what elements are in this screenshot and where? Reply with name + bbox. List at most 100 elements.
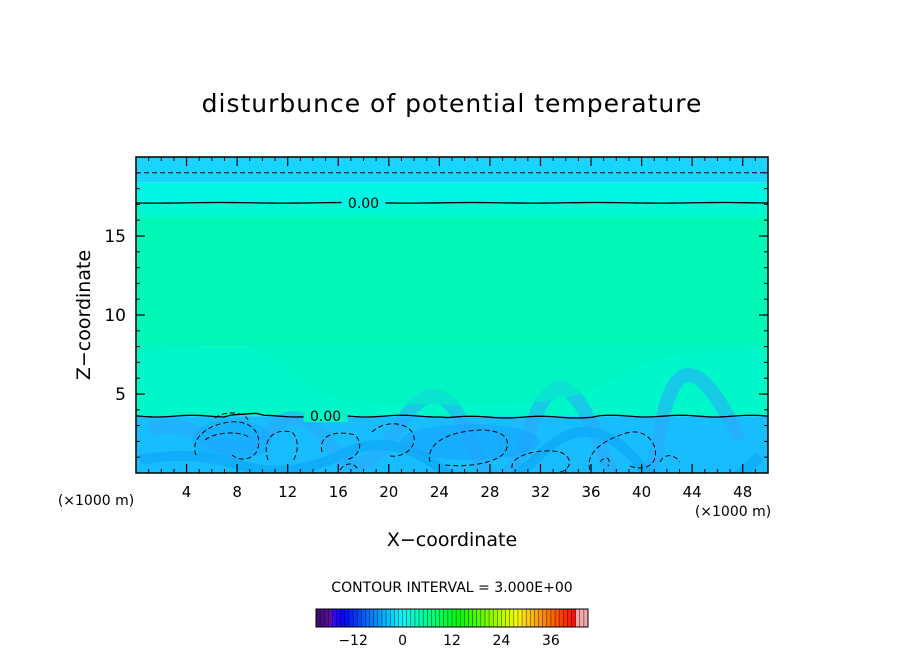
x-tick-label: 28 xyxy=(480,483,499,501)
colorbar-cell xyxy=(476,609,482,627)
x-unit-left: (×1000 m) xyxy=(58,493,134,509)
colorbar-cell xyxy=(550,609,556,627)
colorbar-cell xyxy=(501,609,506,627)
colorbar-cell xyxy=(575,609,581,627)
contour-interval-label: CONTOUR INTERVAL = 3.000E+00 xyxy=(331,580,572,596)
colorbar-cell xyxy=(324,609,329,627)
colorbar-cell xyxy=(530,609,535,627)
colorbar-cell xyxy=(555,609,560,627)
colorbar-cell xyxy=(381,609,387,627)
colorbar-cell xyxy=(563,609,568,627)
colorbar-cell xyxy=(583,609,589,627)
colorbar-cell xyxy=(505,609,510,627)
colorbar-tick-label: −12 xyxy=(338,633,368,649)
x-tick-label: 20 xyxy=(379,483,398,501)
contour-labels: 0.00 0.00 xyxy=(303,194,386,425)
field-band-2 xyxy=(136,217,768,347)
contour-label-bg-0 xyxy=(341,194,386,209)
colorbar-tick-label: 24 xyxy=(493,633,511,649)
colorbar-tick-label: 12 xyxy=(443,633,461,649)
colorbar-cell xyxy=(316,609,321,627)
zero-contour-0 xyxy=(136,412,768,419)
colorbar-cell xyxy=(336,609,342,627)
x-tick-label: 44 xyxy=(683,483,702,501)
colorbar-cell xyxy=(419,609,424,627)
chart-title: disturbunce of potential temperature xyxy=(202,89,703,118)
colorbar-frame xyxy=(315,608,589,628)
colorbar-cell xyxy=(489,609,494,627)
colorbar-cell xyxy=(538,609,543,627)
colorbar-cell xyxy=(447,609,453,627)
colorbar-cell xyxy=(493,609,498,627)
colorbar-cell xyxy=(517,609,523,627)
colorbar-cell xyxy=(526,609,531,627)
y-tick-label: 5 xyxy=(115,385,126,405)
colorbar-cell xyxy=(361,609,366,627)
x-tick-label: 12 xyxy=(278,483,297,501)
contour-label-bg-1 xyxy=(303,408,348,423)
zero-contours xyxy=(136,172,768,419)
colorbar-cell xyxy=(390,609,395,627)
colorbar-cell xyxy=(522,609,527,627)
colorbar-cell xyxy=(414,609,420,627)
colorbar-cell xyxy=(460,609,465,627)
colorbar: −12 0 12 24 36 xyxy=(315,608,589,649)
colorbar-cell xyxy=(468,609,473,627)
colorbar-cell xyxy=(410,609,416,627)
y-axis-label: Z−coordinate xyxy=(73,250,95,380)
colorbar-cell xyxy=(340,609,346,627)
colorbar-cell xyxy=(369,609,374,627)
colorbar-cell xyxy=(472,609,478,627)
colorbar-cell xyxy=(394,609,399,627)
x-tick-label: 40 xyxy=(632,483,651,501)
x-tick-label: 36 xyxy=(581,483,600,501)
colorbar-cell xyxy=(435,609,440,627)
colorbar-cell xyxy=(353,609,358,627)
colorbar-cell xyxy=(484,609,490,627)
colorbar-cell xyxy=(567,609,572,627)
x-tick-label: 4 xyxy=(182,483,192,501)
y-tick-label: 15 xyxy=(104,227,126,247)
colorbar-cell xyxy=(559,609,564,627)
negative-contours xyxy=(194,412,681,473)
colorbar-cell xyxy=(456,609,461,627)
field-band-5 xyxy=(136,157,768,183)
contour-label-0: 0.00 xyxy=(348,196,379,212)
colorbar-cell xyxy=(452,609,457,627)
x-tick-label: 16 xyxy=(329,483,348,501)
colorbar-cell xyxy=(427,609,432,627)
colorbar-cell xyxy=(439,609,445,627)
x-tick-label: 24 xyxy=(430,483,449,501)
zero-contour-1 xyxy=(136,201,768,204)
colorbar-cell xyxy=(348,609,354,627)
colorbar-cell xyxy=(402,609,407,627)
colorbar-cell xyxy=(546,609,552,627)
colorbar-tick-label: 0 xyxy=(398,633,407,649)
colorbar-cell xyxy=(513,609,519,627)
colorbar-cell xyxy=(443,609,449,627)
field-band-3 xyxy=(136,202,768,218)
colorbar-cell xyxy=(423,609,428,627)
colorbar-cell xyxy=(365,609,370,627)
colorbar-cell xyxy=(509,609,515,627)
colorbar-cell xyxy=(332,609,337,627)
colorbar-tick-label: 36 xyxy=(542,633,560,649)
colorbar-cell xyxy=(534,609,539,627)
colorbar-cell xyxy=(377,609,383,627)
colorbar-cell xyxy=(357,609,362,627)
contour-label-1: 0.00 xyxy=(310,409,341,425)
colorbar-cell xyxy=(398,609,403,627)
colorbar-cell xyxy=(542,609,548,627)
x-tick-label: 32 xyxy=(531,483,550,501)
field-band-4 xyxy=(136,182,768,203)
colorbar-cell xyxy=(320,609,325,627)
colorbar-cell xyxy=(464,609,469,627)
colorbar-cell xyxy=(480,609,486,627)
x-unit-right: (×1000 m) xyxy=(695,504,771,520)
colorbar-cell xyxy=(571,609,576,627)
plot-area xyxy=(136,157,768,473)
colorbar-cell xyxy=(344,609,350,627)
x-axis-label: X−coordinate xyxy=(387,529,517,551)
